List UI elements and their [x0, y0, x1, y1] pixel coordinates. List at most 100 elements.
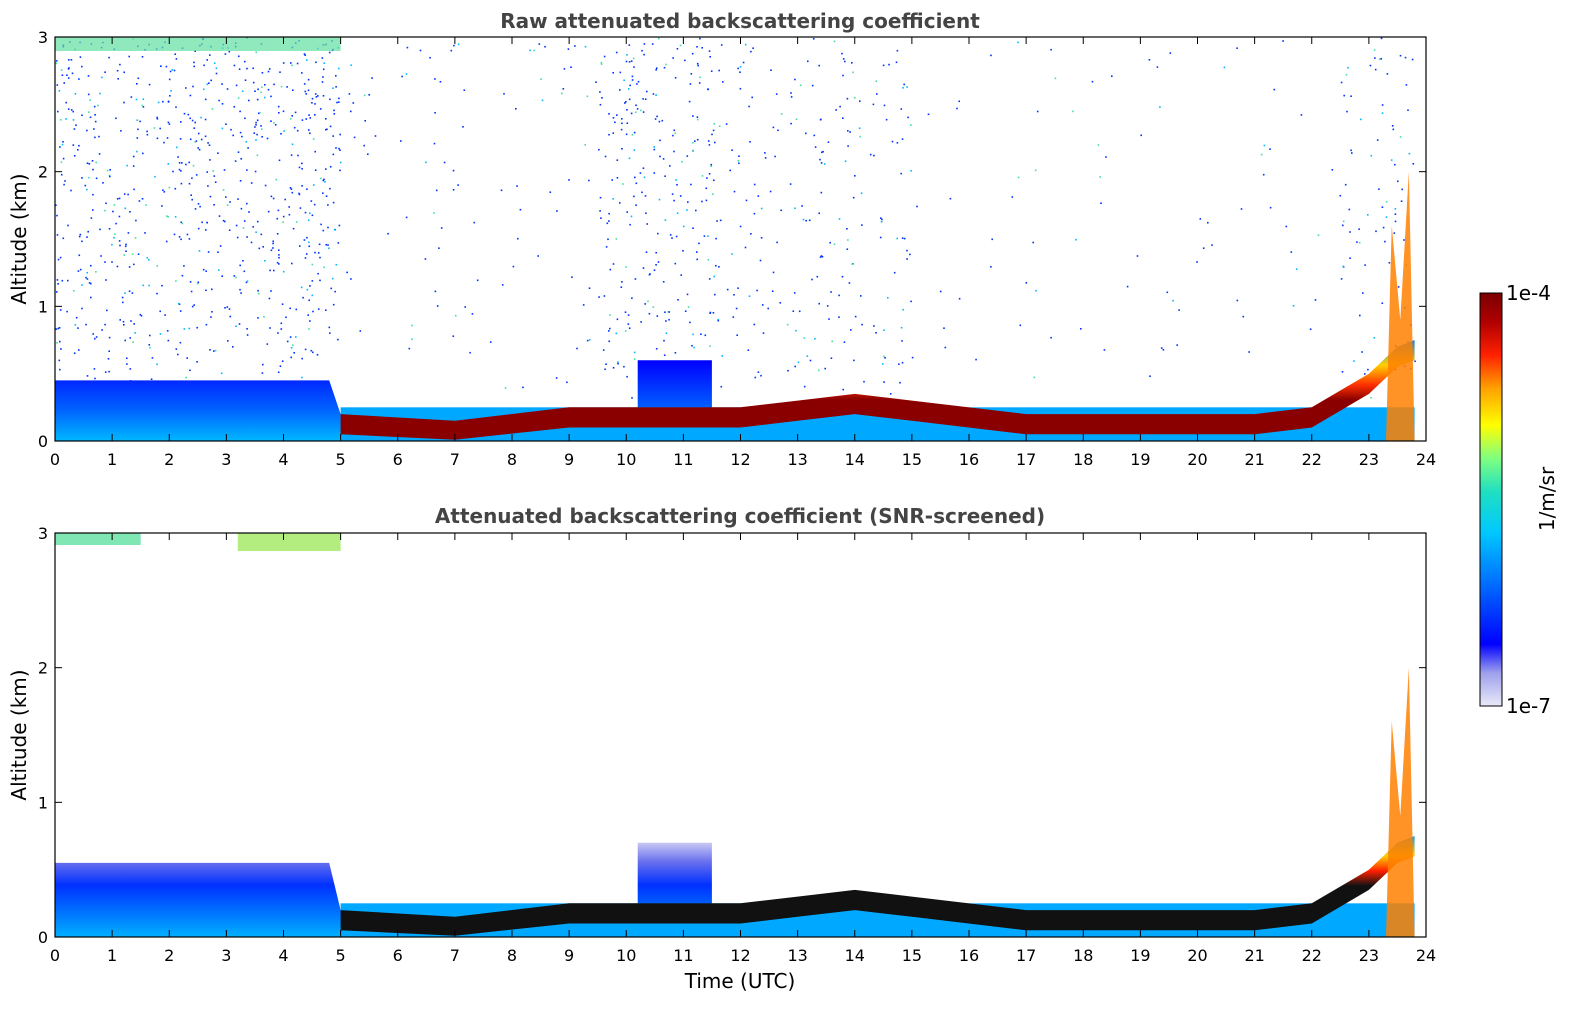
x-tick-label: 4 [278, 946, 288, 965]
noise-pixel [188, 161, 190, 164]
panel-snr-x-ticks: 0 1 2 3 4 5 6 7 8 9 10 11 12 13 14 15 16 17 18 19 20 21 22 23 24 [50, 533, 1436, 965]
noise-pixel [899, 381, 901, 384]
noise-pixel [322, 95, 325, 97]
noise-pixel [240, 158, 242, 160]
noise-pixel [81, 177, 83, 179]
noise-pixel [1339, 194, 1342, 197]
noise-pixel [956, 107, 958, 110]
noise-pixel [94, 114, 96, 116]
noise-pixel [106, 309, 108, 312]
noise-pixel [656, 115, 658, 118]
noise-pixel [77, 149, 79, 151]
noise-pixel [278, 254, 280, 256]
noise-pixel [841, 52, 843, 55]
noise-pixel [335, 86, 337, 88]
noise-pixel [235, 84, 238, 87]
x-tick-label: 6 [393, 450, 403, 469]
noise-pixel [250, 241, 253, 244]
noise-pixel [129, 368, 132, 370]
x-tick-label: 13 [787, 450, 807, 469]
noise-pixel [1156, 66, 1159, 68]
noise-pixel [305, 93, 307, 95]
noise-pixel [712, 129, 715, 132]
noise-pixel [189, 281, 192, 283]
noise-pixel [608, 220, 610, 222]
noise-pixel [221, 103, 224, 105]
noise-pixel [325, 243, 327, 246]
noise-pixel [1331, 169, 1334, 171]
noise-pixel [707, 88, 709, 91]
noise-pixel [609, 314, 611, 316]
noise-pixel [317, 308, 320, 310]
noise-pixel [87, 75, 90, 77]
noise-pixel [1358, 241, 1361, 244]
x-tick-label: 13 [787, 946, 807, 965]
noise-pixel [469, 351, 471, 354]
late-cloud-feature [1386, 171, 1415, 441]
noise-speckles [55, 37, 1416, 401]
noise-pixel [329, 187, 331, 190]
noise-pixel [626, 109, 628, 111]
noise-pixel [818, 64, 820, 67]
noise-pixel [326, 128, 328, 131]
noise-pixel [113, 236, 115, 239]
noise-pixel [237, 198, 239, 200]
noise-pixel [515, 108, 517, 110]
noise-pixel [157, 101, 160, 104]
noise-pixel [367, 153, 369, 155]
noise-pixel [777, 129, 779, 132]
noise-pixel [171, 69, 174, 71]
noise-pixel [294, 111, 297, 114]
noise-pixel [150, 378, 153, 380]
noise-pixel [739, 87, 742, 90]
noise-pixel [213, 175, 216, 177]
noise-pixel [805, 219, 807, 222]
noise-pixel [78, 254, 81, 257]
noise-pixel [108, 174, 111, 177]
noise-pixel [1380, 58, 1382, 60]
noise-pixel [104, 209, 106, 212]
noise-pixel [642, 98, 644, 100]
noise-pixel [687, 306, 690, 308]
noise-pixel [224, 220, 226, 223]
noise-pixel [237, 97, 240, 99]
noise-pixel [859, 135, 861, 138]
noise-pixel [245, 141, 248, 143]
noise-pixel [1390, 159, 1393, 161]
noise-pixel [745, 199, 748, 202]
noise-pixel [692, 142, 694, 144]
noise-pixel [120, 130, 122, 132]
noise-pixel [641, 49, 643, 52]
noise-pixel [1149, 375, 1151, 377]
noise-pixel [719, 219, 722, 222]
noise-pixel [561, 92, 563, 95]
noise-pixel [690, 73, 693, 75]
noise-pixel [257, 317, 259, 319]
noise-pixel [588, 287, 591, 289]
noise-pixel [405, 73, 408, 75]
noise-pixel [1381, 104, 1384, 106]
noise-pixel [628, 157, 631, 160]
noise-pixel [566, 381, 568, 384]
noise-pixel [600, 63, 603, 65]
noise-pixel [568, 179, 570, 181]
noise-pixel [57, 283, 59, 285]
noise-pixel [353, 136, 356, 139]
noise-pixel [277, 371, 280, 374]
noise-pixel [1391, 125, 1394, 127]
x-tick-label: 17 [1016, 450, 1036, 469]
x-tick-label: 6 [393, 946, 403, 965]
noise-pixel [328, 247, 330, 250]
noise-pixel [282, 221, 284, 223]
noise-pixel [183, 112, 186, 115]
noise-pixel [87, 230, 89, 233]
noise-pixel [213, 204, 215, 206]
noise-pixel [190, 290, 193, 293]
noise-pixel [811, 84, 814, 87]
noise-pixel [339, 149, 341, 151]
noise-pixel [676, 184, 678, 186]
noise-pixel [457, 43, 460, 46]
noise-pixel [255, 124, 257, 126]
noise-pixel [673, 129, 676, 132]
noise-pixel [299, 245, 301, 247]
